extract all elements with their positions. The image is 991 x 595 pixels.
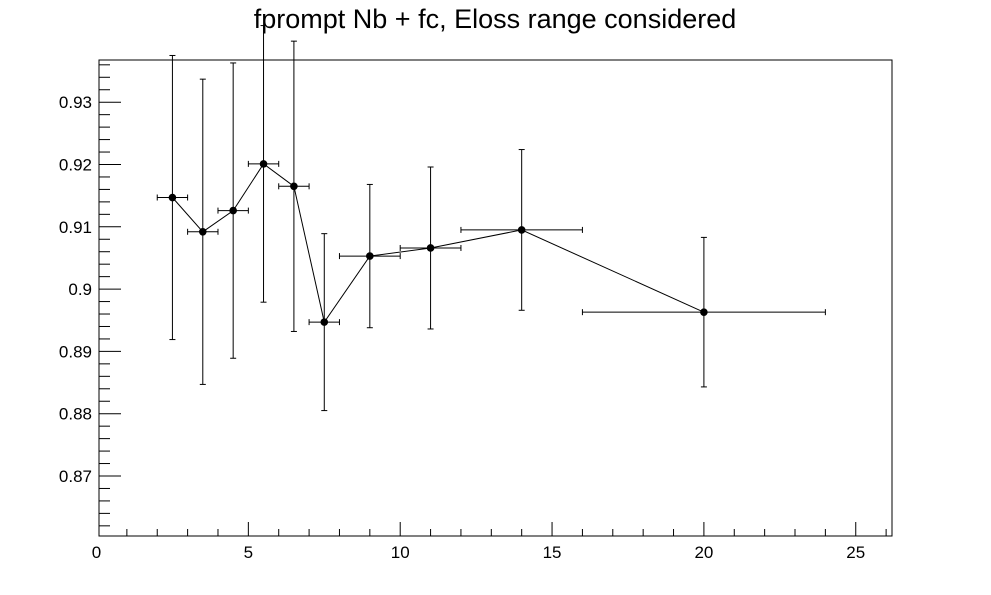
chart-title: fprompt Nb + fc, Eloss range considered (254, 4, 737, 34)
data-point (229, 206, 237, 215)
y-tick-label: 0.91 (59, 218, 92, 237)
y-tick-label: 0.88 (59, 405, 92, 424)
x-tick-label: 15 (543, 543, 562, 562)
data-point (700, 308, 708, 316)
data-point (168, 193, 177, 202)
data-point (426, 244, 435, 252)
data-point (366, 252, 374, 260)
x-tick-label: 10 (391, 543, 410, 562)
y-tick-label: 0.92 (59, 156, 92, 175)
x-tick-label: 0 (92, 543, 101, 562)
y-axis: 0.87 0.88 0.89 0.9 0.91 0.92 0.93 (59, 64, 121, 527)
data-point (320, 318, 329, 326)
x-tick-label: 5 (244, 543, 253, 562)
y-tick-label: 0.93 (59, 93, 92, 112)
series-line (172, 163, 705, 324)
data-point (517, 226, 526, 234)
data-markers (168, 160, 708, 326)
x-tick-label: 25 (846, 543, 865, 562)
plot-frame (98, 59, 893, 537)
data-point (198, 227, 207, 236)
error-bars (156, 25, 826, 412)
x-tick-label: 20 (694, 543, 713, 562)
y-tick-label: 0.9 (68, 280, 92, 299)
y-tick-label: 0.89 (59, 342, 92, 361)
x-axis: 0 5 10 15 20 25 (92, 522, 887, 562)
data-point (259, 160, 268, 168)
y-tick-label: 0.87 (59, 467, 92, 486)
data-point (290, 182, 298, 191)
